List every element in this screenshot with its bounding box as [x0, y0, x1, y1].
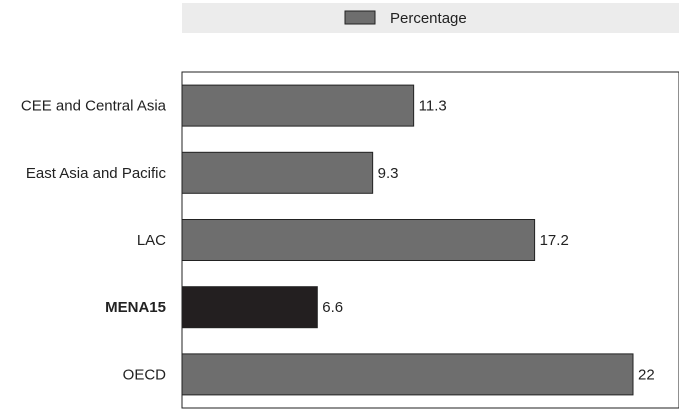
bar-cee-and-central-asia: [181, 84, 415, 127]
value-label-cee-and-central-asia: 11.3: [419, 98, 447, 115]
category-label-cee-and-central-asia: CEE and Central Asia: [21, 98, 167, 115]
value-label-east-asia-and-pacific: 9.3: [378, 165, 399, 182]
category-label-lac: LAC: [137, 232, 166, 249]
value-label-oecd: 22: [638, 366, 655, 383]
bars-group: [181, 84, 634, 396]
legend-label: Percentage: [390, 10, 467, 27]
bar-mena15: [181, 286, 318, 329]
category-labels: CEE and Central Asia East Asia and Pacifi…: [21, 98, 167, 384]
bar-oecd: [181, 353, 634, 396]
bar-lac: [181, 219, 536, 261]
bar-east-asia-and-pacific: [181, 151, 374, 194]
legend-swatch: [344, 10, 376, 25]
value-labels: 11.3 9.3 17.2 6.6 22: [322, 98, 654, 384]
category-label-mena15: MENA15: [105, 299, 166, 316]
value-label-lac: 17.2: [540, 232, 569, 249]
value-label-mena15: 6.6: [322, 299, 343, 316]
category-label-oecd: OECD: [123, 366, 167, 383]
legend: Percentage: [182, 3, 679, 33]
legend-background: [182, 3, 679, 33]
category-label-east-asia-and-pacific: East Asia and Pacific: [26, 165, 167, 182]
